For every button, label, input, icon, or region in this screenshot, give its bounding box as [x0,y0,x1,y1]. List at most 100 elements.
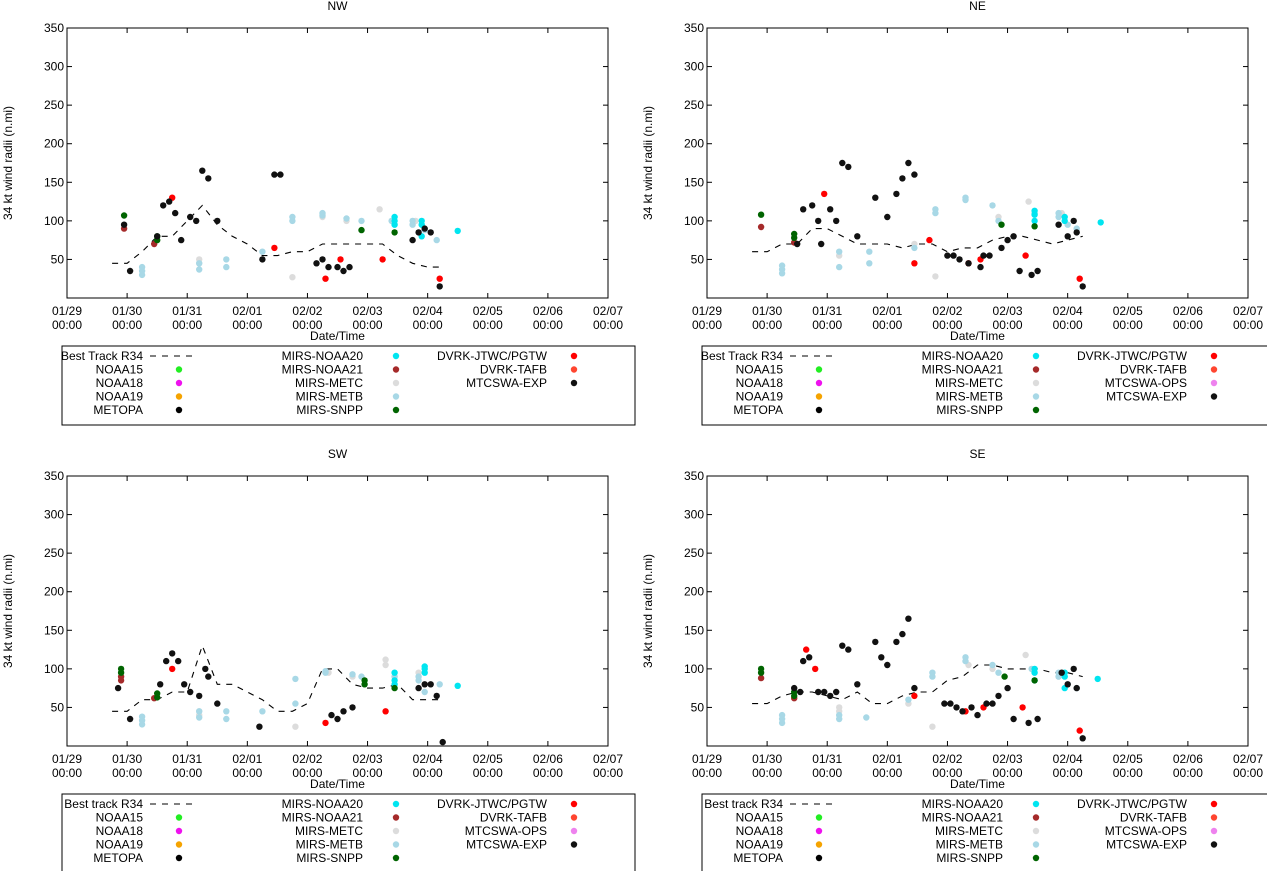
legend-swatch-mirs-snpp [392,854,400,862]
data-point-mtcswa-exp [1028,271,1035,279]
chart-panel-nw: NW5010015020025030035001/2900:0001/3000:… [1,0,636,426]
data-point-mirs-metb [836,248,843,255]
x-tick-time-label: 00:00 [1173,318,1203,332]
data-point-mtcswa-exp [166,198,173,205]
data-point-mtcswa-exp [172,209,179,217]
x-tick-time-label: 00:00 [593,766,623,780]
data-point-dvrk-jtwc-pgtw [322,275,329,282]
data-point-mtcswa-exp [1064,233,1071,240]
series-mirs-metc [836,198,1065,280]
legend-label-metopa: METOPA [93,851,143,865]
x-axis-label: Date/Time [950,777,1005,791]
data-point-mirs-noaa20 [1031,217,1038,225]
data-point-mirs-metc [1022,651,1029,659]
data-point-dvrk-jtwc-pgtw [322,719,329,727]
x-tick-time-label: 00:00 [872,766,902,780]
chart-title: SW [328,447,348,461]
x-tick-date-label: 02/07 [593,304,623,318]
data-point-dvrk-jtwc-pgtw [379,256,386,263]
y-tick-label: 300 [44,60,64,74]
legend-label-mirs-snpp: MIRS-SNPP [296,403,363,417]
x-tick-time-label: 00:00 [292,766,322,780]
data-point-mtcswa-exp [193,217,200,225]
chart-title: SE [969,447,985,461]
data-point-mtcswa-exp [319,256,326,263]
data-point-mirs-noaa20 [454,227,461,235]
legend-swatch-noaa19 [175,393,183,400]
data-point-mirs-metb [349,671,356,678]
data-point-mtcswa-exp [1079,735,1086,742]
data-point-mtcswa-exp [114,684,122,692]
data-point-mtcswa-exp [169,650,176,657]
y-tick-label: 200 [44,585,64,599]
data-point-mtcswa-exp [818,240,825,248]
legend-swatch-metopa [175,854,183,862]
data-point-mtcswa-exp [944,252,951,259]
data-point-mirs-metb [989,202,996,209]
x-tick-date-label: 02/06 [533,304,563,318]
data-point-mtcswa-exp [899,175,906,182]
data-point-mirs-noaa20 [421,669,428,676]
chart-title: NW [328,0,349,13]
data-point-mirs-snpp [120,212,128,219]
legend-label-mirs-noaa20: MIRS-NOAA20 [922,349,1004,363]
legend-swatch-noaa19 [815,841,823,848]
data-point-dvrk-jtwc-pgtw [1076,275,1083,282]
series-dvrk-jtwc-pgtw [169,665,389,727]
legend-label-dvrk-tafb: DVRK-TAFB [480,811,547,825]
x-tick-time-label: 00:00 [692,766,722,780]
chart-panel-ne: NE5010015020025030035001/2900:0001/3000:… [641,0,1267,426]
y-tick-label: 200 [684,585,704,599]
x-tick-time-label: 00:00 [473,318,503,332]
data-point-mtcswa-exp [956,256,963,263]
legend-label-noaa19: NOAA19 [736,838,784,852]
data-point-mtcswa-exp [427,681,434,688]
data-point-mirs-metb [962,657,969,665]
data-point-mtcswa-exp [1016,267,1023,275]
data-point-mtcswa-exp [277,171,284,178]
y-tick-label: 250 [44,546,64,560]
x-tick-date-label: 02/02 [292,304,322,318]
x-tick-time-label: 00:00 [112,766,142,780]
x-tick-time-label: 00:00 [812,766,842,780]
x-tick-date-label: 02/04 [1053,304,1083,318]
x-tick-date-label: 02/05 [473,304,503,318]
data-point-mirs-noaa20 [1061,217,1068,225]
legend-swatch-noaa18 [175,379,183,387]
data-point-mirs-noaa21 [117,677,125,684]
data-point-mtcswa-exp [872,194,879,201]
x-tick-time-label: 00:00 [1053,766,1083,780]
legend-label-mirs-noaa20: MIRS-NOAA20 [922,797,1004,811]
y-axis-label: 34 kt wind radii (n.mi) [1,106,15,220]
data-point-mtcswa-exp [157,681,164,688]
data-point-mtcswa-exp [1070,217,1077,225]
x-tick-date-label: 02/06 [1173,304,1203,318]
data-point-mtcswa-exp [325,263,332,271]
data-point-mtcswa-exp [1010,233,1017,240]
data-point-mtcswa-exp [854,233,861,240]
data-point-mtcswa-exp [439,738,446,746]
data-point-mirs-noaa21 [757,674,765,682]
legend-label-dvrk-jtwc-pgtw: DVRK-JTWC/PGTW [1077,349,1188,363]
data-point-mtcswa-exp [953,704,960,711]
data-point-mirs-snpp [154,694,161,701]
x-tick-date-label: 02/03 [353,304,383,318]
plot-frame [66,475,609,747]
legend-swatch-noaa18 [815,827,823,835]
data-point-mirs-metb [836,715,843,723]
data-point-mtcswa-exp [800,206,807,213]
x-tick-date-label: 02/06 [533,752,563,766]
y-tick-label: 100 [684,214,704,228]
data-point-mtcswa-exp [839,159,846,167]
x-tick-time-label: 00:00 [752,318,782,332]
data-point-mtcswa-exp [950,252,957,259]
data-point-mtcswa-exp [175,657,182,665]
data-point-mtcswa-exp [349,704,356,711]
y-axis-label: 34 kt wind radii (n.mi) [641,554,655,668]
y-tick-label: 350 [684,469,704,483]
data-point-mtcswa-exp [983,700,990,707]
data-point-mtcswa-exp [427,229,434,236]
legend-swatch-dvrk-jtwc-pgtw [570,352,578,360]
data-point-mirs-metb [223,263,230,271]
